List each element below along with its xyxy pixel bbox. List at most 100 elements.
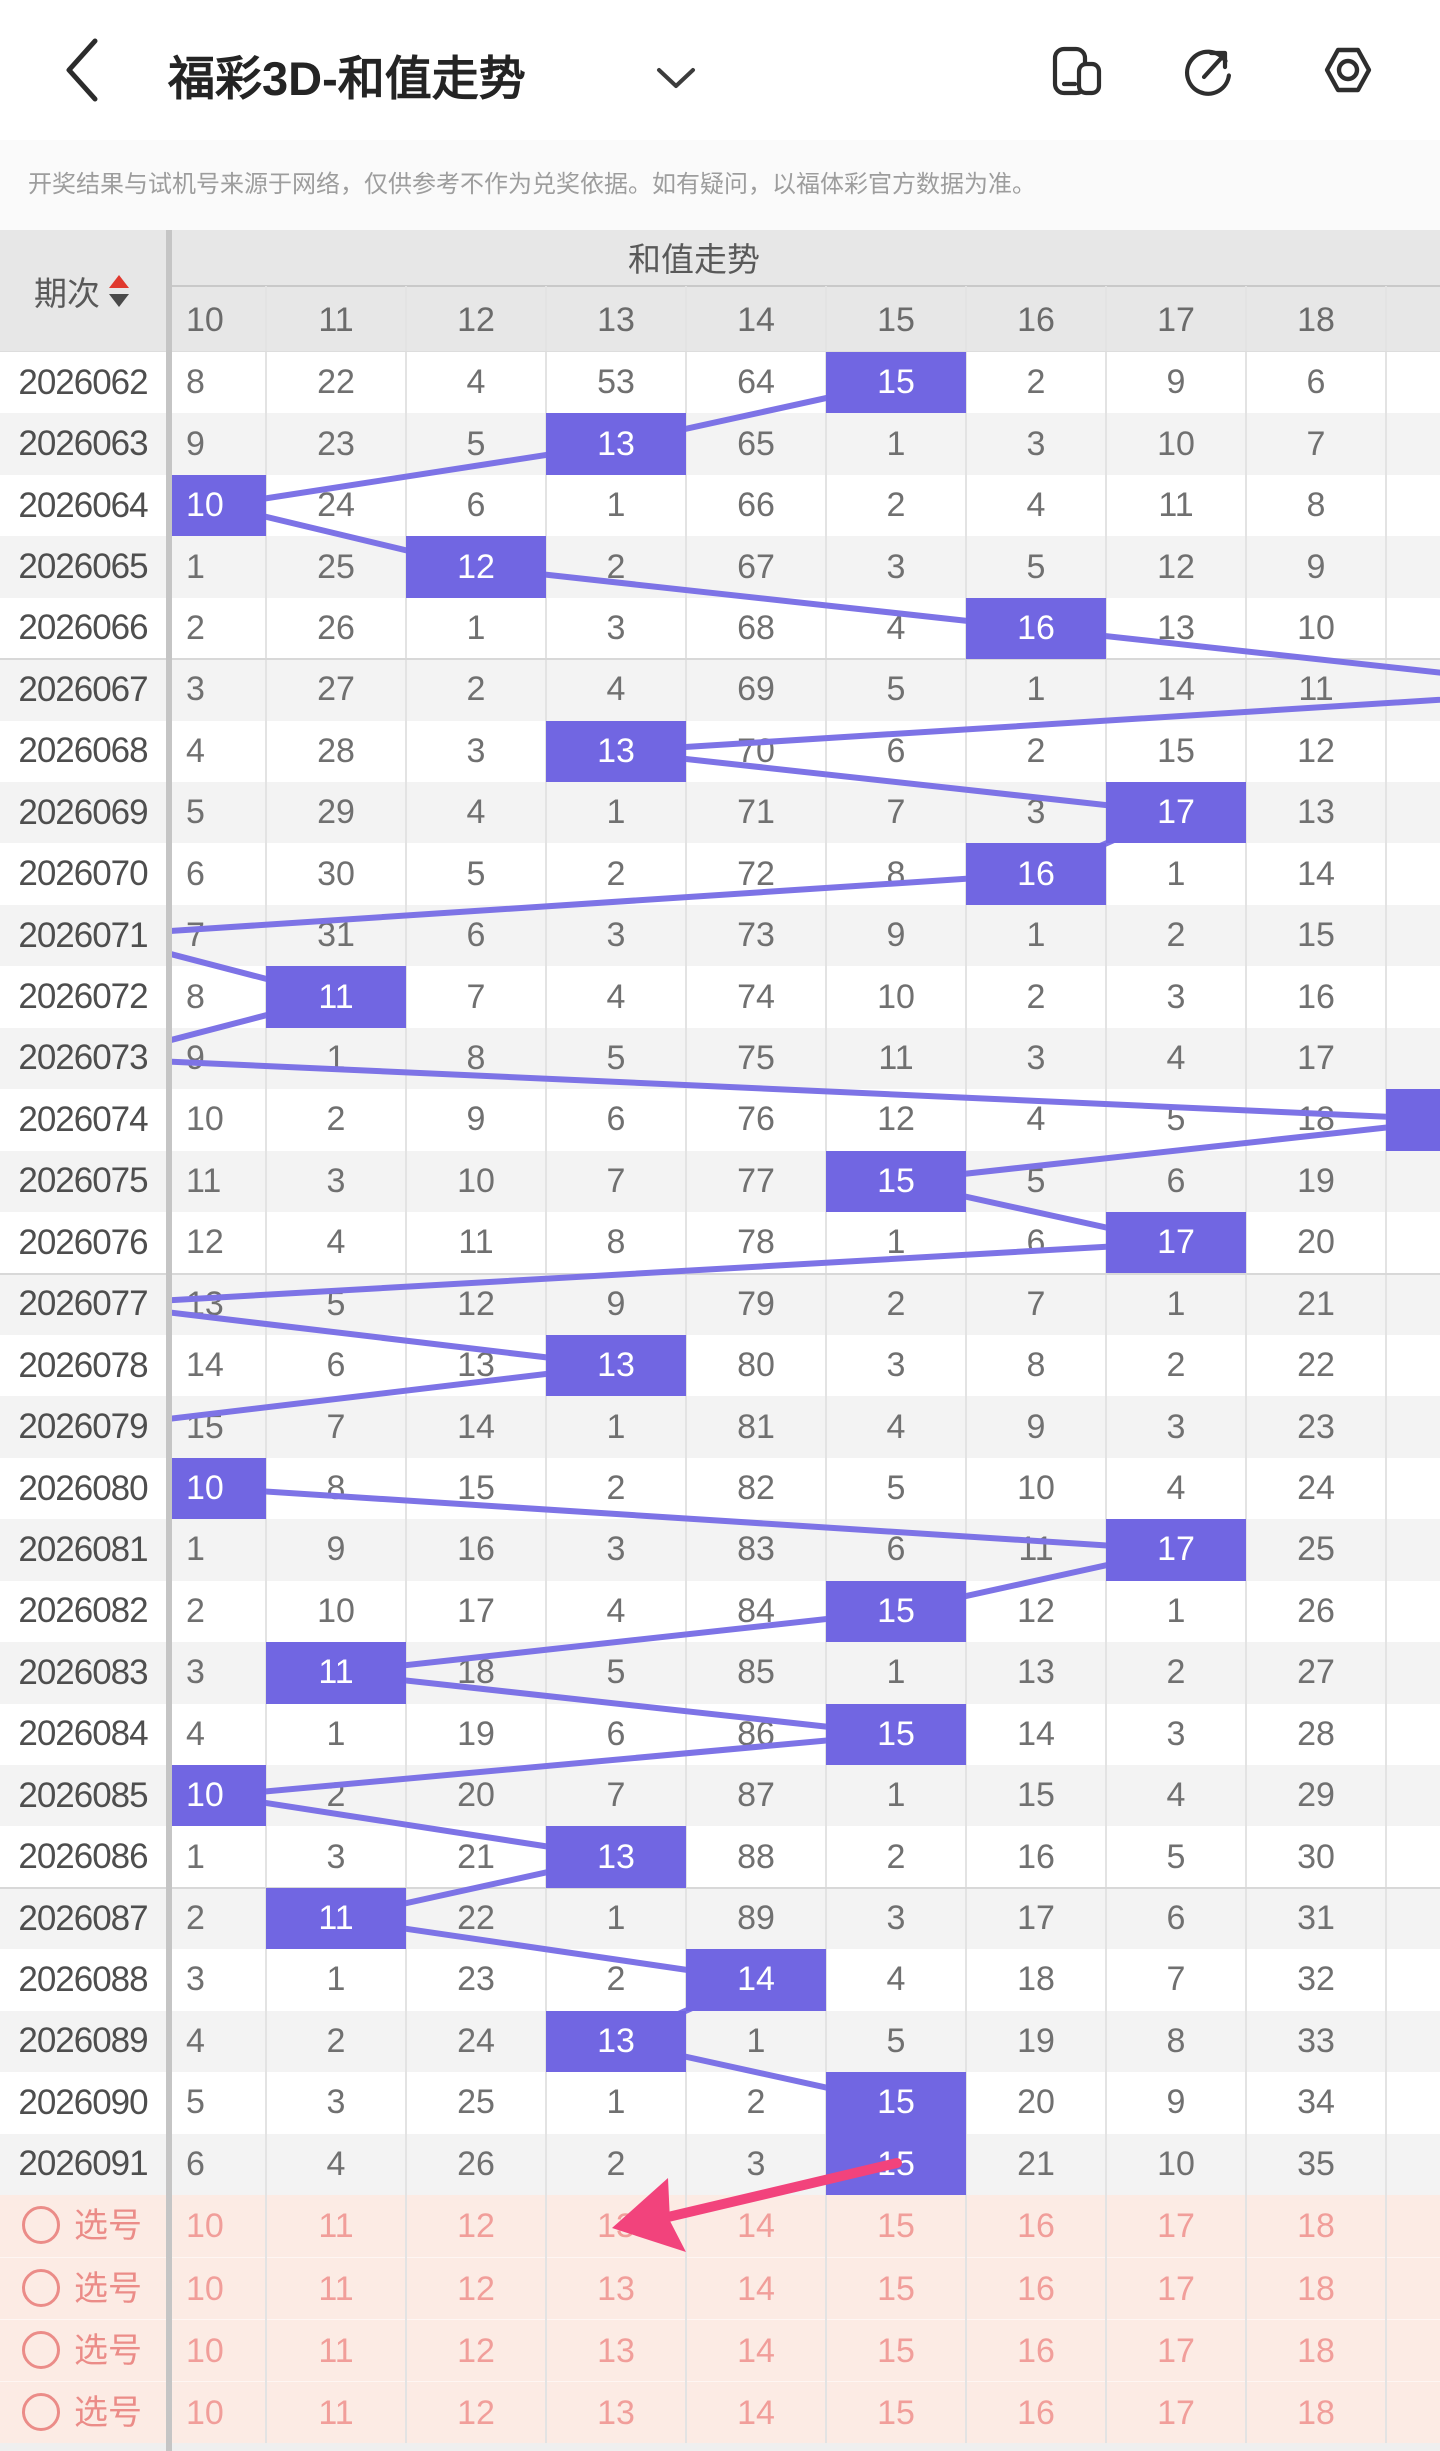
- value-cell: 12: [457, 1284, 495, 1323]
- pick-number[interactable]: 18: [1297, 2394, 1335, 2432]
- pick-number[interactable]: 14: [737, 2394, 775, 2432]
- hit-cell: 13: [546, 720, 686, 783]
- value-cell: 8: [1306, 486, 1326, 525]
- value-cell: 77: [737, 1161, 775, 1200]
- pick-number[interactable]: 18: [1297, 2270, 1335, 2308]
- period-cell: 2026075: [18, 1161, 148, 1201]
- value-cell: 4: [1166, 1469, 1186, 1507]
- value-cell: 2: [1166, 1653, 1186, 1692]
- value-cell: 19: [1297, 1161, 1335, 1200]
- pick-number[interactable]: 11: [318, 2332, 354, 2370]
- hit-cell: 13: [546, 2010, 686, 2073]
- pick-number[interactable]: 14: [737, 2332, 775, 2370]
- pick-number[interactable]: 12: [457, 2207, 495, 2245]
- value-cell: 12: [1297, 731, 1335, 770]
- value-cell: 23: [1297, 1407, 1335, 1446]
- pick-number[interactable]: 13: [597, 2270, 635, 2308]
- pick-number[interactable]: 13: [597, 2394, 635, 2432]
- period-cell: 2026089: [18, 2021, 148, 2061]
- period-cell: 2026079: [18, 1407, 148, 1447]
- value-cell: 32: [1297, 1960, 1335, 1999]
- table-row: 202608331118585113227: [0, 1642, 1440, 1704]
- pick-number[interactable]: 17: [1157, 2332, 1195, 2370]
- table-row: 2026087 2 11 22 1 89 3 17 6 31: [0, 1887, 1440, 1950]
- pick-number[interactable]: 17: [1157, 2270, 1195, 2308]
- pick-number[interactable]: 14: [737, 2207, 775, 2245]
- frozen-column-divider[interactable]: [166, 230, 172, 2451]
- share-button[interactable]: [1180, 42, 1236, 98]
- pick-number[interactable]: 13: [597, 2207, 635, 2245]
- value-cell: 11: [458, 1223, 494, 1262]
- value-cell: 5: [606, 1653, 626, 1692]
- period-cell: 2026080: [18, 1468, 148, 1508]
- back-button[interactable]: [52, 34, 112, 106]
- pick-number[interactable]: 10: [186, 2207, 224, 2245]
- pick-number[interactable]: 12: [457, 2270, 495, 2308]
- pick-number[interactable]: 10: [186, 2394, 224, 2432]
- pick-number[interactable]: 17: [1157, 2207, 1195, 2245]
- value-cell: 4: [186, 1714, 205, 1753]
- value-cell: 74: [737, 977, 775, 1016]
- pick-select-circle[interactable]: [22, 2269, 60, 2307]
- value-cell: 26: [1297, 1591, 1335, 1630]
- pick-number[interactable]: 16: [1017, 2270, 1055, 2308]
- pick-number[interactable]: 18: [1297, 2207, 1335, 2245]
- settings-button[interactable]: [1320, 42, 1376, 98]
- period-cell: 2026084: [18, 1714, 148, 1754]
- column-header: 18: [1297, 301, 1335, 339]
- value-cell: 4: [1026, 1100, 1046, 1139]
- pick-select-circle[interactable]: [22, 2393, 60, 2431]
- pick-number[interactable]: 11: [318, 2394, 354, 2432]
- table-row: 2026067 3 27 2 4 69 5 1 14 11: [0, 659, 1440, 721]
- hit-cell: 16: [966, 597, 1106, 660]
- value-cell: 76: [737, 1100, 775, 1139]
- pick-number[interactable]: 10: [186, 2270, 224, 2308]
- title-dropdown[interactable]: [650, 56, 702, 100]
- pick-number[interactable]: 16: [1017, 2207, 1055, 2245]
- hit-cell: 17: [1106, 782, 1246, 844]
- pick-number[interactable]: 12: [457, 2394, 495, 2432]
- pick-number[interactable]: 15: [877, 2394, 915, 2432]
- pick-number[interactable]: 17: [1157, 2394, 1195, 2432]
- hit-cell: 17: [1106, 1519, 1246, 1581]
- value-cell: 28: [1297, 1714, 1335, 1753]
- pick-number[interactable]: 15: [877, 2332, 915, 2370]
- pick-number[interactable]: 11: [318, 2207, 354, 2245]
- trend-header-label: 和值走势: [628, 241, 760, 278]
- value-cell: 2: [886, 1284, 906, 1323]
- pick-number[interactable]: 18: [1297, 2332, 1335, 2370]
- value-cell: 7: [186, 916, 205, 955]
- pick-number[interactable]: 11: [318, 2270, 354, 2308]
- pick-number[interactable]: 14: [737, 2270, 775, 2308]
- value-cell: 7: [1026, 1284, 1046, 1323]
- column-line: [1245, 286, 1247, 2443]
- value-cell: 6: [466, 486, 486, 525]
- value-cell: 2: [606, 854, 626, 893]
- value-cell: 12: [186, 1223, 224, 1262]
- pick-select-circle[interactable]: [22, 2206, 60, 2244]
- window-switch-button[interactable]: [1049, 42, 1105, 98]
- pick-number[interactable]: 10: [186, 2332, 224, 2370]
- pick-number[interactable]: 16: [1017, 2394, 1055, 2432]
- value-cell: 4: [606, 977, 626, 1016]
- pick-number[interactable]: 12: [457, 2332, 495, 2370]
- pick-number[interactable]: 15: [877, 2270, 915, 2308]
- value-cell: 67: [737, 547, 775, 586]
- pick-number[interactable]: 16: [1017, 2332, 1055, 2370]
- value-cell: 66: [737, 486, 775, 525]
- value-cell: 1: [1026, 670, 1046, 709]
- value-cell: 6: [1166, 1161, 1186, 1200]
- value-cell: 5: [1166, 1837, 1186, 1876]
- pick-select-circle[interactable]: [22, 2331, 60, 2369]
- value-cell: 3: [326, 1161, 346, 1200]
- value-cell: 2: [186, 1591, 205, 1630]
- value-cell: 20: [457, 1776, 495, 1815]
- period-cell: 2026065: [18, 547, 148, 586]
- column-line: [405, 286, 407, 2443]
- period-cell: 2026086: [18, 1837, 148, 1877]
- period-sort-header[interactable]: 期次: [0, 230, 166, 352]
- value-cell: 6: [466, 916, 486, 955]
- pick-number[interactable]: 15: [877, 2207, 915, 2245]
- pick-number[interactable]: 13: [597, 2332, 635, 2370]
- value-cell: 3: [1026, 793, 1046, 832]
